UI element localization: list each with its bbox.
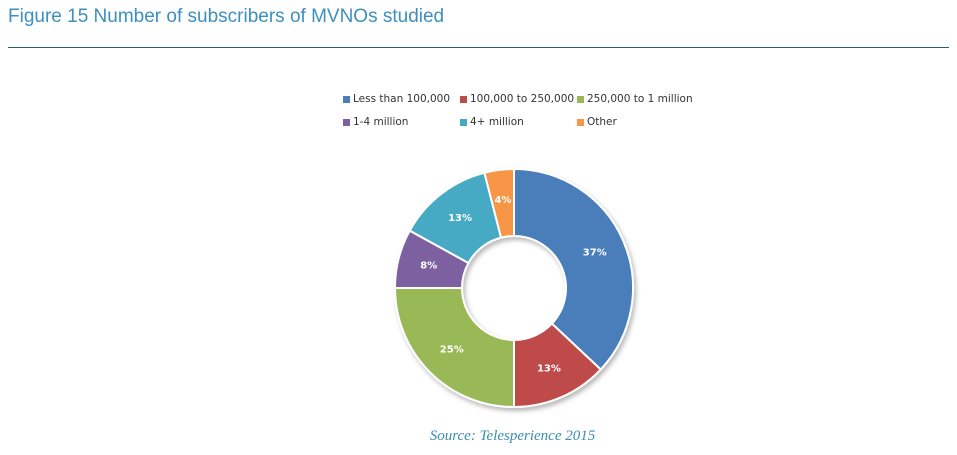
legend-label: 4+ million [470,116,524,128]
title-divider [8,47,949,48]
legend-item-1-4-million: 1-4 million [343,116,408,128]
legend-item-250000-to-1-million: 250,000 to 1 million [577,93,693,105]
slice-data-label: 8% [420,261,437,272]
legend-label: 1-4 million [353,116,409,128]
legend-item-other: Other [577,116,617,128]
legend-item-less-than-100000: Less than 100,000 [343,93,450,105]
donut-slice-5 [483,167,515,239]
legend-label: 250,000 to 1 million [587,93,693,105]
figure-title: Figure 15 Number of subscribers of MVNOs… [8,6,445,27]
donut-chart: 37% 13% 25% 8% 13% 4% [393,167,634,409]
slice-data-label: 25% [440,345,464,356]
legend-swatch [460,95,467,103]
slice-data-label: 13% [448,213,472,224]
legend-item-100000-to-250000: 100,000 to 250,000 [460,93,574,105]
donut-slice-2 [393,287,515,409]
donut-slice-0 [513,167,634,371]
slice-data-label: 13% [537,363,561,374]
slice-data-label: 37% [583,248,607,259]
legend-label: Other [587,116,617,128]
slice-data-label: 4% [494,195,511,206]
legend-item-4-plus-million: 4+ million [460,116,524,128]
legend-swatch [460,118,467,126]
legend-swatch [343,95,350,103]
legend-swatch [577,95,584,103]
legend-swatch [343,118,350,126]
legend-label: 100,000 to 250,000 [470,93,575,105]
source-caption: Source: Telesperience 2015 [429,428,596,444]
legend-swatch [577,118,584,126]
legend-label: Less than 100,000 [353,93,451,105]
